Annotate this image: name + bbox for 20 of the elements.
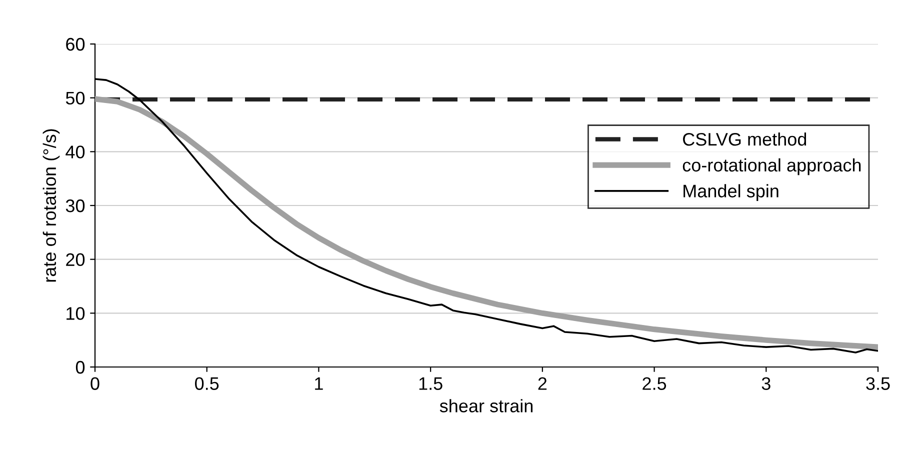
x-tick-label: 3.5 xyxy=(866,377,890,390)
x-tick-label: 2 xyxy=(538,377,547,390)
y-tick-label: 10 xyxy=(66,307,85,320)
x-tick-label: 2.5 xyxy=(642,377,666,390)
y-tick-label: 60 xyxy=(66,38,85,51)
x-tick-label: 3 xyxy=(762,377,770,390)
y-tick-label: 20 xyxy=(66,253,85,266)
x-tick-label: 0 xyxy=(90,377,100,390)
y-tick-label: 0 xyxy=(76,360,85,374)
legend-label: co-rotational approach xyxy=(682,158,861,176)
legend-label: CSLVG method xyxy=(683,132,806,146)
y-tick-label: 40 xyxy=(66,146,85,158)
x-axis-title: shear strain xyxy=(440,399,532,412)
y-tick-label: 30 xyxy=(66,199,85,212)
x-tick-label: 0.5 xyxy=(195,377,219,390)
x-tick-label: 1.5 xyxy=(419,377,442,390)
legend-label: Mandel spin xyxy=(684,184,778,202)
y-tick-label: 50 xyxy=(66,92,85,105)
x-tick-label: 1 xyxy=(315,377,323,390)
y-axis-title: rate of rotation (°/s) xyxy=(42,129,60,282)
